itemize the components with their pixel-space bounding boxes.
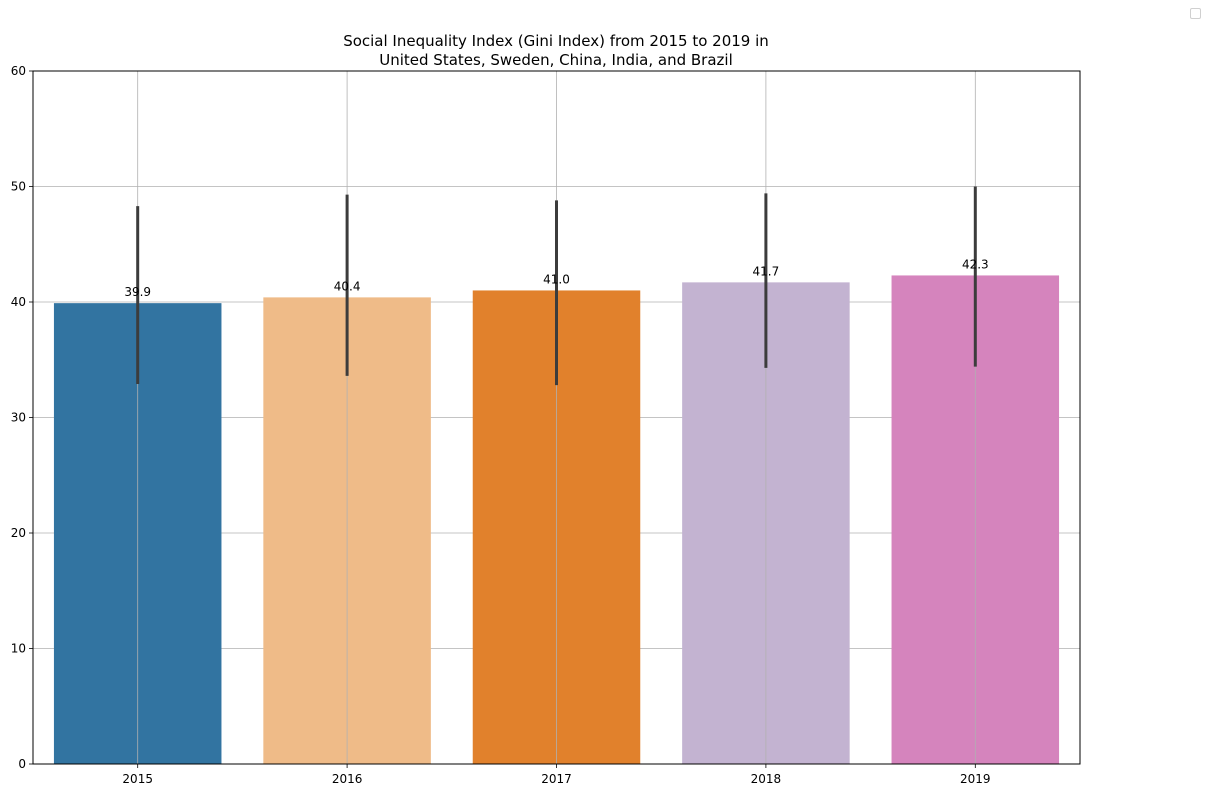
y-tick-label: 10 (11, 642, 26, 656)
y-tick-label: 40 (11, 295, 26, 309)
data-label: 41.7 (753, 264, 780, 278)
y-tick-label: 20 (11, 526, 26, 540)
chart-title-line-1: Social Inequality Index (Gini Index) fro… (343, 32, 769, 50)
x-tick-label: 2019 (960, 772, 991, 786)
data-label: 39.9 (124, 285, 151, 299)
x-tick-label: 2016 (332, 772, 363, 786)
x-tick-label: 2017 (541, 772, 572, 786)
y-tick-label: 50 (11, 180, 26, 194)
y-tick-label: 0 (18, 757, 26, 771)
y-tick-label: 30 (11, 411, 26, 425)
data-label: 40.4 (334, 279, 361, 293)
x-tick-label: 2018 (751, 772, 782, 786)
chart-title-line-2: United States, Sweden, China, India, and… (379, 51, 733, 69)
x-tick-label: 2015 (122, 772, 153, 786)
legend-box (1190, 8, 1201, 19)
plot-frame (32, 70, 1081, 765)
y-tick-label: 60 (11, 64, 26, 78)
data-label: 42.3 (962, 257, 989, 271)
data-label: 41.0 (543, 272, 570, 286)
